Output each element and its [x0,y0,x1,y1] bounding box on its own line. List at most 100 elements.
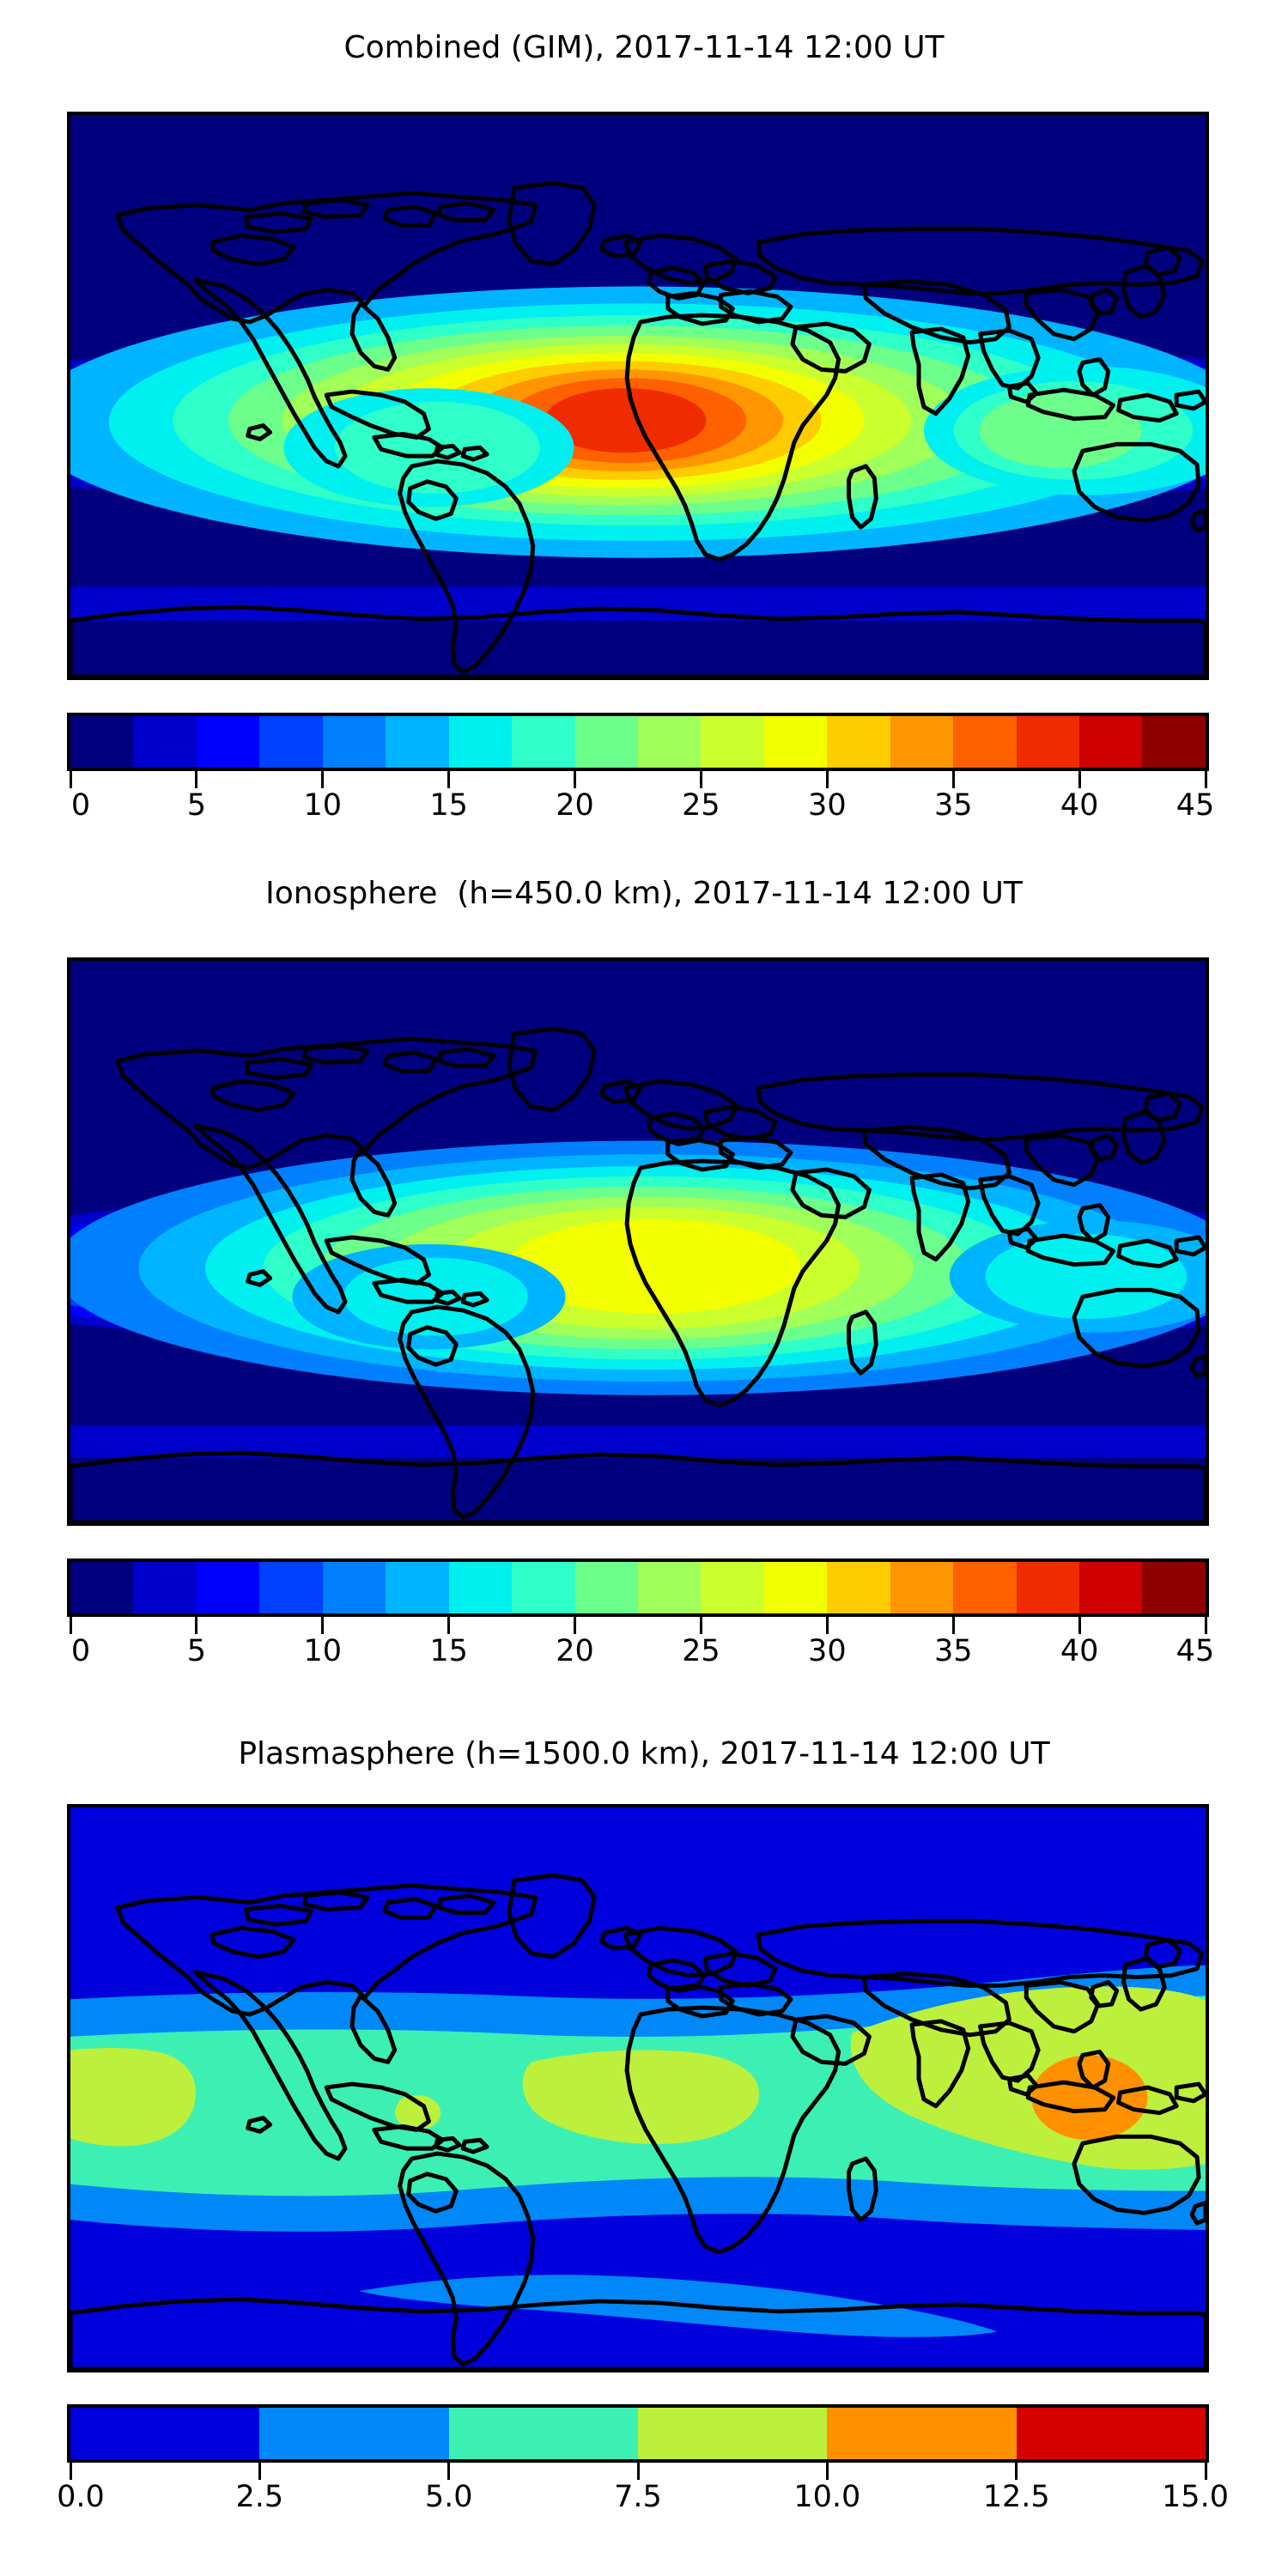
colorbar-tick-label: 0 [70,788,91,823]
colorbar-swatch [763,716,828,768]
colorbar-swatch [574,1562,638,1613]
colorbar-swatch [827,716,890,768]
colorbar-tick [69,771,72,788]
colorbar-tick [195,771,198,788]
colorbar-swatch [637,1562,702,1613]
colorbar-swatch [196,1562,260,1613]
colorbar-tick [447,1617,451,1634]
colorbar-swatch [259,1562,323,1613]
colorbar-tick-label: 5 [186,788,207,823]
colorbar-tick [1015,2463,1018,2480]
colorbar-tick [69,1617,72,1634]
colorbar-swatch [890,1562,954,1613]
colorbar-tick-label: 10 [303,788,343,823]
colorbar-tick [951,771,955,788]
colorbar-tick [447,771,451,788]
panel-combined-gim: Combined (GIM), 2017-11-14 12:00 UT [0,0,1288,859]
colorbar-swatch [1142,1562,1206,1613]
colorbar-combined: 0 5 10 15 20 25 30 35 40 45 [67,713,1214,829]
colorbar-tick-label: 10.0 [793,2480,861,2514]
colorbar-tick [321,1617,325,1634]
colorbar-tick-label: 35 [933,788,973,823]
colorbar-plasmasphere-labels: 0.0 2.5 5.0 7.5 10.0 12.5 15.0 [57,2480,1229,2521]
colorbar-swatch [259,2408,449,2459]
colorbar-ionosphere-labels: 0 5 10 15 20 25 30 35 40 45 [67,1634,1214,1675]
colorbar-swatch [637,716,702,768]
colorbar-tick [574,1617,577,1634]
colorbar-swatch [763,1562,828,1613]
map-canvas-ionosphere [70,961,1206,1522]
colorbar-tick [1204,2463,1207,2480]
colorbar-tick [1204,1617,1207,1634]
colorbar-ionosphere: 0 5 10 15 20 25 30 35 40 45 [67,1558,1214,1675]
colorbar-tick-label: 10 [303,1634,343,1668]
colorbar-tick [69,2463,72,2480]
colorbar-swatch [1079,1562,1143,1613]
colorbar-tick-label: 12.5 [982,2480,1050,2514]
colorbar-tick [321,771,325,788]
colorbar-combined-labels: 0 5 10 15 20 25 30 35 40 45 [67,788,1214,829]
colorbar-swatch [70,716,134,768]
colorbar-swatch [1142,716,1206,768]
map-axes-combined [67,112,1209,680]
colorbar-ionosphere-ticks [67,1617,1209,1636]
colorbar-swatch [133,716,197,768]
colorbar-swatch [133,1562,197,1613]
colorbar-tick-label: 25 [682,1634,720,1668]
colorbar-tick [951,1617,955,1634]
colorbar-swatch [1016,716,1079,768]
colorbar-plasmasphere-strip [67,2404,1209,2463]
colorbar-tick-label: 25 [682,788,720,823]
colorbar-swatch [890,716,954,768]
map-axes-ionosphere [67,957,1209,1526]
colorbar-tick-label: 45 [1176,1634,1215,1668]
colorbar-swatch [322,716,386,768]
panel-title-plasmasphere: Plasmasphere (h=1500.0 km), 2017-11-14 1… [238,1736,1050,1771]
colorbar-swatch [386,1562,449,1613]
colorbar-swatch [70,2408,260,2459]
colorbar-tick-label: 40 [1060,788,1099,823]
colorbar-swatch [512,1562,575,1613]
colorbar-swatch [322,1562,386,1613]
colorbar-combined-strip [67,713,1209,771]
colorbar-tick-label: 15 [429,1634,468,1668]
colorbar-ionosphere-strip [67,1558,1209,1617]
panel-plasmasphere: Plasmasphere (h=1500.0 km), 2017-11-14 1… [0,1692,1288,2576]
colorbar-tick [1204,771,1207,788]
colorbar-tick [447,2463,451,2480]
colorbar-swatch [512,716,575,768]
colorbar-swatch [196,716,260,768]
colorbar-swatch [637,2408,828,2459]
colorbar-swatch [701,1562,764,1613]
colorbar-tick [825,771,829,788]
colorbar-swatch [1016,1562,1079,1613]
colorbar-tick-label: 40 [1060,1634,1099,1668]
colorbar-swatch [448,1562,513,1613]
map-canvas-combined [70,115,1206,677]
colorbar-swatch [1016,2408,1206,2459]
colorbar-tick-label: 30 [808,788,847,823]
colorbar-tick [636,2463,640,2480]
colorbar-plasmasphere-ticks [67,2463,1209,2482]
colorbar-tick-label: 20 [556,1634,594,1668]
colorbar-swatch [827,1562,890,1613]
colorbar-swatch [953,1562,1017,1613]
colorbar-tick-label: 45 [1176,788,1215,823]
colorbar-tick-label: 2.5 [235,2480,284,2514]
colorbar-swatch [448,2408,638,2459]
colorbar-tick-label: 30 [808,1634,847,1668]
colorbar-plasmasphere: 0.0 2.5 5.0 7.5 10.0 12.5 15.0 [57,2404,1229,2521]
colorbar-tick-label: 15.0 [1162,2480,1229,2514]
colorbar-tick [1078,1617,1081,1634]
map-axes-plasmasphere [67,1804,1209,2372]
colorbar-tick [699,771,702,788]
colorbar-swatch [70,1562,134,1613]
colorbar-tick [574,771,577,788]
colorbar-tick-label: 0 [70,1634,91,1668]
colorbar-tick-label: 5 [186,1634,207,1668]
panel-title-ionosphere: Ionosphere (h=450.0 km), 2017-11-14 12:0… [265,876,1023,911]
colorbar-swatch [259,716,323,768]
colorbar-swatch [827,2408,1017,2459]
panel-ionosphere: Ionosphere (h=450.0 km), 2017-11-14 12:0… [0,846,1288,1704]
